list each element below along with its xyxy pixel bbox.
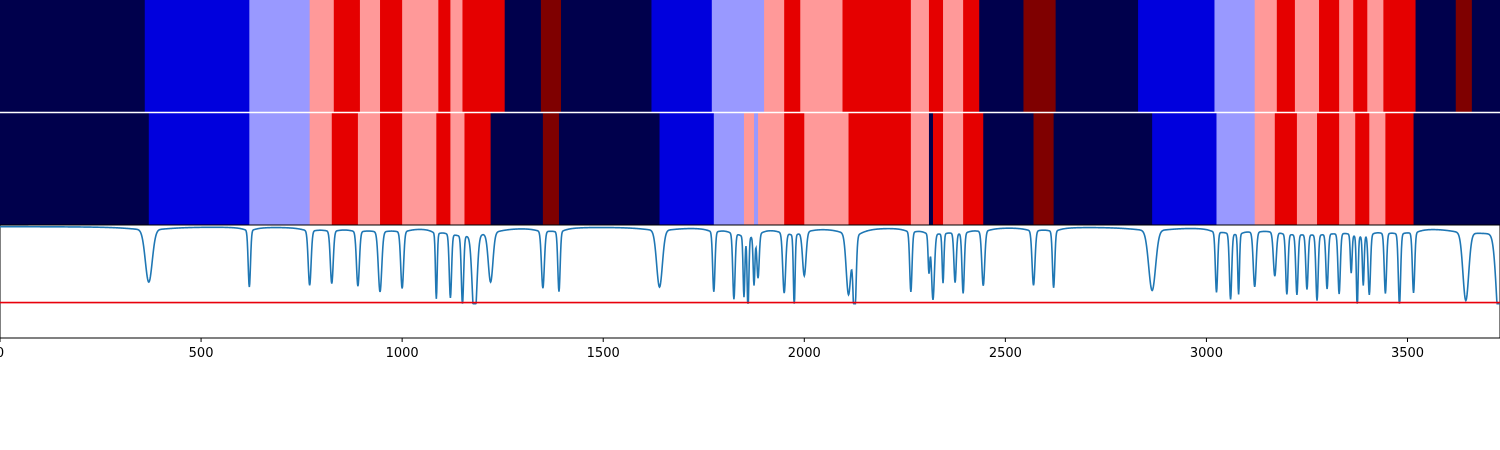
top-strip-segment xyxy=(1319,0,1340,112)
top-strip-segment xyxy=(1276,0,1296,112)
top-strip-segment xyxy=(438,0,451,112)
top-strip-segment xyxy=(309,0,335,112)
x-tick-label: 3000 xyxy=(1190,346,1223,361)
x-tick-label: 0 xyxy=(0,346,4,361)
middle-strip-segment xyxy=(402,113,437,225)
top-strip-segment xyxy=(943,0,964,112)
middle-strip-segment xyxy=(450,113,465,225)
signal-line xyxy=(0,225,1500,305)
middle-strip-segment xyxy=(1033,113,1055,225)
x-tick-label: 3500 xyxy=(1391,346,1424,361)
top-strip-segments xyxy=(0,0,1500,112)
middle-strip-segment xyxy=(331,113,359,225)
line-panel: 0 500 1000 1500 2000 2500 3000 3500 xyxy=(0,224,1500,361)
top-strip-segment xyxy=(1339,0,1354,112)
line-layer xyxy=(0,225,1500,305)
top-strip-segment xyxy=(928,0,944,112)
middle-strip-segment xyxy=(380,113,403,225)
top-strip-segment xyxy=(764,0,785,112)
middle-strip-segment xyxy=(542,113,560,225)
top-strip-segment xyxy=(402,0,439,112)
top-strip-segment xyxy=(462,0,506,112)
middle-strip-segment xyxy=(943,113,964,225)
top-strip-segment xyxy=(784,0,801,112)
top-strip-segment xyxy=(979,0,1024,112)
top-strip-segment xyxy=(1415,0,1457,112)
middle-strip-segment xyxy=(1053,113,1153,225)
x-tick-label: 1500 xyxy=(587,346,620,361)
middle-strip-segment xyxy=(754,113,759,225)
middle-strip-segment xyxy=(558,113,661,225)
middle-strip-segment xyxy=(464,113,492,225)
middle-strip-segment xyxy=(1369,113,1386,225)
top-strip-segment xyxy=(1455,0,1473,112)
top-strip-segment xyxy=(359,0,381,112)
top-strip-segment xyxy=(1055,0,1139,112)
top-strip-segment xyxy=(963,0,980,112)
top-strip-segment xyxy=(1138,0,1215,112)
top-strip-segment xyxy=(560,0,652,112)
middle-strip-segment xyxy=(1339,113,1356,225)
middle-strip-segments xyxy=(0,113,1500,225)
middle-strip-segment xyxy=(1355,113,1370,225)
top-strip-segment xyxy=(540,0,562,112)
top-strip-segment xyxy=(1367,0,1384,112)
top-strip-segment xyxy=(651,0,713,112)
top-strip-segment xyxy=(0,0,146,112)
middle-strip-segment xyxy=(758,113,785,225)
middle-strip-segment xyxy=(983,113,1035,225)
top-strip-segment xyxy=(380,0,403,112)
middle-strip-segment xyxy=(784,113,805,225)
middle-strip-segment xyxy=(743,113,755,225)
top-strip-segment xyxy=(333,0,361,112)
top-strip-segment xyxy=(1294,0,1320,112)
middle-strip-segment xyxy=(910,113,930,225)
middle-strip-segment xyxy=(0,113,150,225)
middle-strip-segment xyxy=(1254,113,1276,225)
middle-strip-segment xyxy=(804,113,850,225)
top-strip-segment xyxy=(1214,0,1256,112)
middle-strip-segment xyxy=(1385,113,1415,225)
top-strip-panel xyxy=(0,0,1500,112)
x-axis: 0 500 1000 1500 2000 2500 3000 3500 xyxy=(0,338,1424,361)
middle-strip-segment xyxy=(1274,113,1298,225)
middle-strip-segment xyxy=(1296,113,1318,225)
middle-strip-segment xyxy=(963,113,984,225)
middle-strip-panel xyxy=(0,113,1500,225)
middle-strip-segment xyxy=(848,113,912,225)
top-strip-segment xyxy=(1353,0,1368,112)
middle-strip-segment xyxy=(309,113,333,225)
top-strip-segment xyxy=(711,0,765,112)
top-strip-segment xyxy=(910,0,930,112)
top-strip-segment xyxy=(1023,0,1057,112)
top-strip-segment xyxy=(450,0,463,112)
middle-strip-segment xyxy=(490,113,544,225)
middle-strip-segment xyxy=(357,113,381,225)
top-strip-segment xyxy=(1383,0,1417,112)
middle-strip-segment xyxy=(1152,113,1217,225)
middle-strip-segment xyxy=(713,113,745,225)
middle-strip-segment xyxy=(659,113,715,225)
x-tick-label: 2000 xyxy=(788,346,821,361)
middle-strip-segment xyxy=(436,113,451,225)
top-strip-segment xyxy=(249,0,311,112)
top-strip-segment xyxy=(504,0,542,112)
top-strip-segment xyxy=(1254,0,1278,112)
x-tick-label: 500 xyxy=(189,346,214,361)
top-strip-segment xyxy=(1471,0,1500,112)
top-strip-segment xyxy=(842,0,912,112)
top-strip-segment xyxy=(144,0,250,112)
middle-strip-segment xyxy=(1413,113,1500,225)
middle-strip-segment xyxy=(1317,113,1340,225)
x-tick-label: 2500 xyxy=(989,346,1022,361)
middle-strip-segment xyxy=(249,113,311,225)
middle-strip-segment xyxy=(932,113,944,225)
middle-strip-segment xyxy=(1216,113,1256,225)
x-tick-label: 1000 xyxy=(386,346,419,361)
top-strip-segment xyxy=(800,0,843,112)
middle-strip-segment xyxy=(148,113,250,225)
middle-strip-segment xyxy=(928,113,934,225)
